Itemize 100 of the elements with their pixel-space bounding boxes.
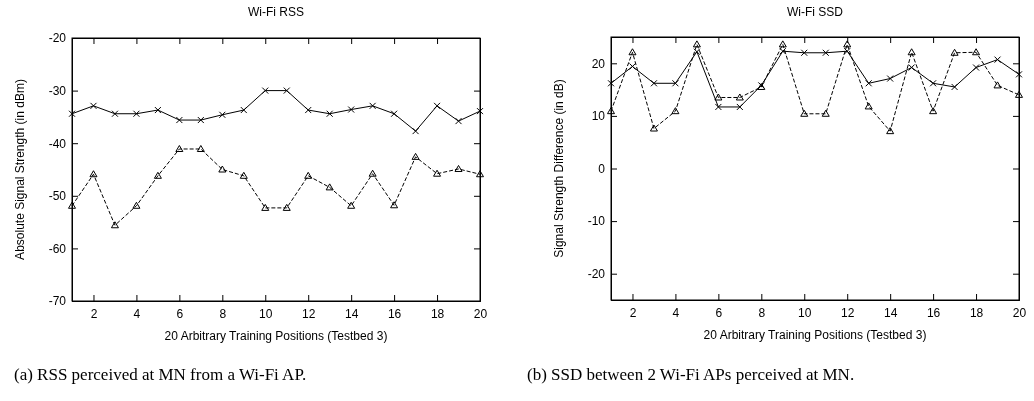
point	[261, 87, 269, 95]
point	[218, 165, 227, 173]
point	[843, 47, 851, 55]
point	[261, 203, 270, 211]
x-tick-label: 4	[672, 305, 680, 320]
y-axis-title: Absolute Signal Strength (in dBm)	[13, 79, 27, 260]
text: (a) RSS perceived at MN from a Wi-Fi AP.	[14, 365, 307, 384]
x-tick-label: 12	[302, 306, 316, 321]
point	[455, 117, 463, 125]
point	[154, 106, 162, 114]
x-tick-label: 10	[798, 305, 812, 320]
point	[649, 124, 658, 132]
y-tick-label: -50	[48, 189, 67, 204]
y-tick-label: -40	[48, 136, 67, 151]
y-tick-label: 10	[591, 109, 606, 124]
x-tick-label: 2	[90, 306, 98, 321]
x-tick-label: 4	[133, 306, 141, 321]
point	[218, 111, 226, 119]
point	[800, 49, 808, 57]
y-tick-label: -30	[48, 83, 67, 98]
point	[714, 103, 722, 111]
chart-title: Wi-Fi SSD	[787, 5, 844, 19]
y-axis-title: Signal Strength Difference (in dB)	[552, 79, 566, 258]
point	[951, 83, 959, 91]
y-tick-label: 0	[598, 161, 606, 176]
x-tick-label: 8	[219, 306, 227, 321]
point	[132, 201, 141, 209]
point	[175, 116, 183, 124]
point	[628, 62, 636, 70]
point	[454, 164, 463, 172]
point	[89, 170, 98, 178]
point	[821, 109, 830, 117]
x-tick-label: 12	[841, 305, 855, 320]
point	[714, 93, 723, 101]
point	[993, 81, 1002, 89]
point	[736, 103, 744, 111]
point	[347, 201, 356, 209]
point	[390, 201, 399, 209]
point	[282, 203, 291, 211]
y-tick-label: -20	[48, 31, 67, 46]
point	[628, 48, 637, 56]
point	[843, 40, 852, 48]
x-tick-label: 14	[883, 305, 898, 320]
point	[283, 87, 291, 95]
point	[304, 106, 312, 114]
point	[347, 106, 355, 114]
point	[326, 110, 334, 118]
point	[368, 169, 377, 177]
point	[692, 40, 701, 48]
x-tick-label: 14	[344, 306, 359, 321]
point	[607, 107, 615, 115]
point	[929, 107, 938, 115]
point	[68, 201, 76, 209]
y-tick-label: -70	[48, 294, 67, 309]
x-tick-label: 10	[259, 306, 273, 321]
x-tick-label: 8	[758, 305, 766, 320]
point	[908, 64, 916, 72]
x-tick-label: 2	[629, 305, 637, 320]
point	[994, 56, 1002, 64]
point	[650, 79, 658, 87]
y-tick-label: -10	[587, 214, 606, 229]
point	[304, 171, 313, 179]
chart-title: Wi-Fi RSS	[248, 5, 304, 19]
point	[671, 107, 680, 115]
y-tick-label: -20	[587, 267, 606, 282]
point	[1015, 70, 1023, 78]
point	[325, 183, 334, 191]
point	[412, 127, 420, 135]
point	[735, 93, 744, 101]
point	[886, 127, 895, 135]
x-tick-label: 20	[473, 306, 488, 321]
point	[476, 107, 484, 115]
point	[476, 170, 484, 178]
point	[886, 75, 894, 83]
point	[972, 48, 981, 56]
point	[110, 221, 119, 229]
x-tick-label: 18	[969, 305, 984, 320]
point	[822, 49, 830, 57]
point	[929, 79, 937, 87]
point	[369, 102, 377, 110]
point	[390, 110, 398, 118]
point	[671, 79, 679, 87]
point	[239, 171, 248, 179]
x-axis-title: 20 Arbitrary Training Positions (Testbed 3)	[703, 328, 927, 342]
x-tick-label: 18	[430, 306, 445, 321]
point	[693, 48, 701, 56]
x-axis-title: 20 Arbitrary Training Positions (Testbed 3)	[164, 329, 388, 343]
point	[865, 79, 873, 87]
point	[89, 102, 97, 110]
point	[950, 48, 959, 56]
point	[607, 79, 615, 87]
point	[778, 40, 787, 48]
text: (b) SSD between 2 Wi-Fi APs perceived at MN.	[527, 365, 855, 384]
point	[153, 171, 162, 179]
y-tick-label: -60	[48, 241, 67, 256]
point	[240, 106, 248, 114]
point	[433, 102, 441, 110]
point	[411, 152, 420, 160]
point	[175, 144, 184, 152]
point	[433, 169, 442, 177]
